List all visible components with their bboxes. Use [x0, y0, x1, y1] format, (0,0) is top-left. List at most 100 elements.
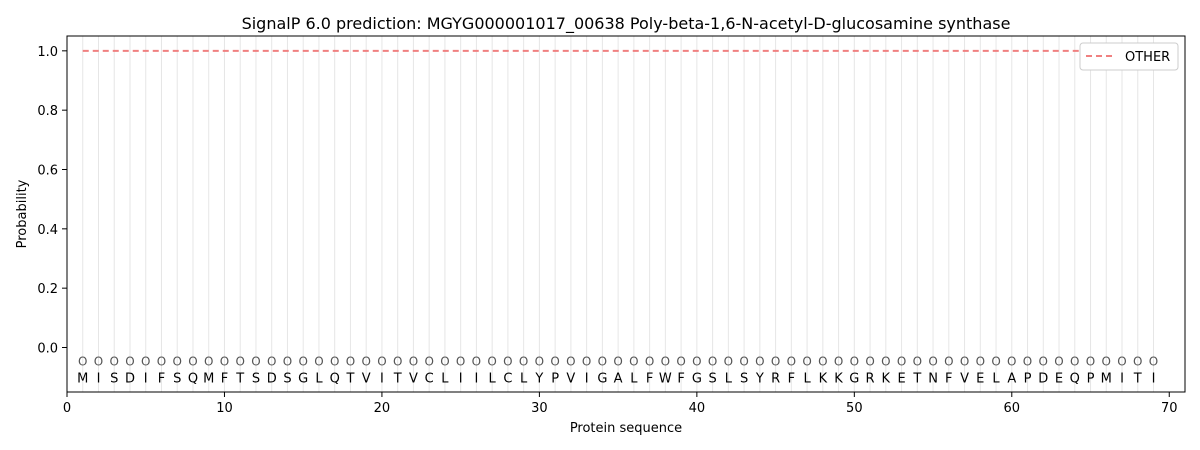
- residue-label: P: [1024, 372, 1032, 387]
- residue-label: P: [551, 372, 559, 387]
- residue-label: I: [1120, 372, 1124, 387]
- residue-label: T: [235, 372, 244, 387]
- state-marker: O: [802, 355, 811, 369]
- state-marker: O: [834, 355, 843, 369]
- state-marker: O: [550, 355, 559, 369]
- y-tick-label: 0.0: [37, 342, 58, 357]
- residue-label: L: [630, 372, 638, 387]
- state-marker: O: [188, 355, 197, 369]
- state-marker: O: [298, 355, 307, 369]
- residue-label: Q: [1070, 372, 1080, 387]
- y-tick-label: 0.8: [37, 104, 58, 119]
- residue-label: V: [566, 372, 575, 387]
- residue-label: N: [928, 372, 938, 387]
- residue-label: L: [992, 372, 1000, 387]
- residue-label: L: [489, 372, 497, 387]
- state-marker: O: [1086, 355, 1095, 369]
- residue-label: R: [771, 372, 780, 387]
- state-marker: O: [1023, 355, 1032, 369]
- state-marker: O: [692, 355, 701, 369]
- residue-label: I: [459, 372, 463, 387]
- residue-label: G: [692, 372, 702, 387]
- residue-label: K: [882, 372, 891, 387]
- residue-label: A: [614, 372, 623, 387]
- state-marker: O: [472, 355, 481, 369]
- state-marker: O: [377, 355, 386, 369]
- state-marker: O: [267, 355, 276, 369]
- residue-label: T: [345, 372, 354, 387]
- residue-label: S: [708, 372, 716, 387]
- residue-label: G: [597, 372, 607, 387]
- legend: OTHER: [1079, 42, 1179, 71]
- residue-label: Q: [188, 372, 198, 387]
- state-marker: O: [755, 355, 764, 369]
- residue-label: K: [819, 372, 828, 387]
- residue-label: L: [315, 372, 323, 387]
- state-marker: O: [881, 355, 890, 369]
- state-marker: O: [519, 355, 528, 369]
- state-marker: O: [503, 355, 512, 369]
- residue-label: I: [585, 372, 589, 387]
- state-marker: O: [204, 355, 213, 369]
- state-marker: O: [708, 355, 717, 369]
- state-marker: O: [629, 355, 638, 369]
- residue-label: G: [298, 372, 308, 387]
- x-axis-ticks: 0 10 20 30 40 50 60 70: [63, 392, 1178, 416]
- x-tick-label: 70: [1161, 401, 1178, 416]
- state-marker: O: [346, 355, 355, 369]
- residue-label: W: [659, 372, 672, 387]
- state-marker: O: [94, 355, 103, 369]
- state-marker: O: [582, 355, 591, 369]
- residue-label: R: [866, 372, 875, 387]
- state-marker: O: [739, 355, 748, 369]
- residue-label: V: [409, 372, 418, 387]
- state-marker: O: [566, 355, 575, 369]
- residue-label: I: [97, 372, 101, 387]
- residue-label: C: [503, 372, 512, 387]
- state-marker: O: [409, 355, 418, 369]
- y-tick-label: 0.2: [37, 282, 58, 297]
- x-axis-label: Protein sequence: [570, 421, 682, 436]
- residue-label: D: [1038, 372, 1048, 387]
- residue-label: M: [203, 372, 214, 387]
- residue-label: S: [110, 372, 118, 387]
- state-marker: O: [787, 355, 796, 369]
- plot-frame: [66, 35, 1186, 393]
- residue-label: L: [520, 372, 528, 387]
- residue-label: E: [897, 372, 905, 387]
- state-marker: O: [78, 355, 87, 369]
- x-tick-label: 50: [846, 401, 863, 416]
- residue-label: D: [267, 372, 277, 387]
- state-marker: O: [913, 355, 922, 369]
- residue-label: M: [1101, 372, 1112, 387]
- state-marker: O: [251, 355, 260, 369]
- residue-label: T: [1133, 372, 1142, 387]
- state-marker: O: [393, 355, 402, 369]
- residue-label: L: [725, 372, 733, 387]
- x-tick-label: 30: [531, 401, 548, 416]
- residue-label: S: [252, 372, 260, 387]
- x-tick-label: 10: [216, 401, 233, 416]
- state-marker: O: [1007, 355, 1016, 369]
- residue-label: T: [912, 372, 921, 387]
- state-marker: O: [440, 355, 449, 369]
- x-tick-label: 0: [63, 401, 71, 416]
- state-marker: O: [598, 355, 607, 369]
- residue-label: A: [1007, 372, 1016, 387]
- residue-label: T: [393, 372, 402, 387]
- chart-title: SignalP 6.0 prediction: MGYG000001017_00…: [242, 14, 1011, 34]
- residue-label: I: [144, 372, 148, 387]
- residue-label: G: [849, 372, 859, 387]
- state-marker: O: [976, 355, 985, 369]
- residue-label: V: [960, 372, 969, 387]
- state-marker: O: [771, 355, 780, 369]
- state-marker: O: [960, 355, 969, 369]
- residue-label: K: [834, 372, 843, 387]
- state-marker: O: [1054, 355, 1063, 369]
- state-marker: O: [157, 355, 166, 369]
- state-marker: O: [865, 355, 874, 369]
- state-marker: O: [314, 355, 323, 369]
- residue-label: I: [1152, 372, 1156, 387]
